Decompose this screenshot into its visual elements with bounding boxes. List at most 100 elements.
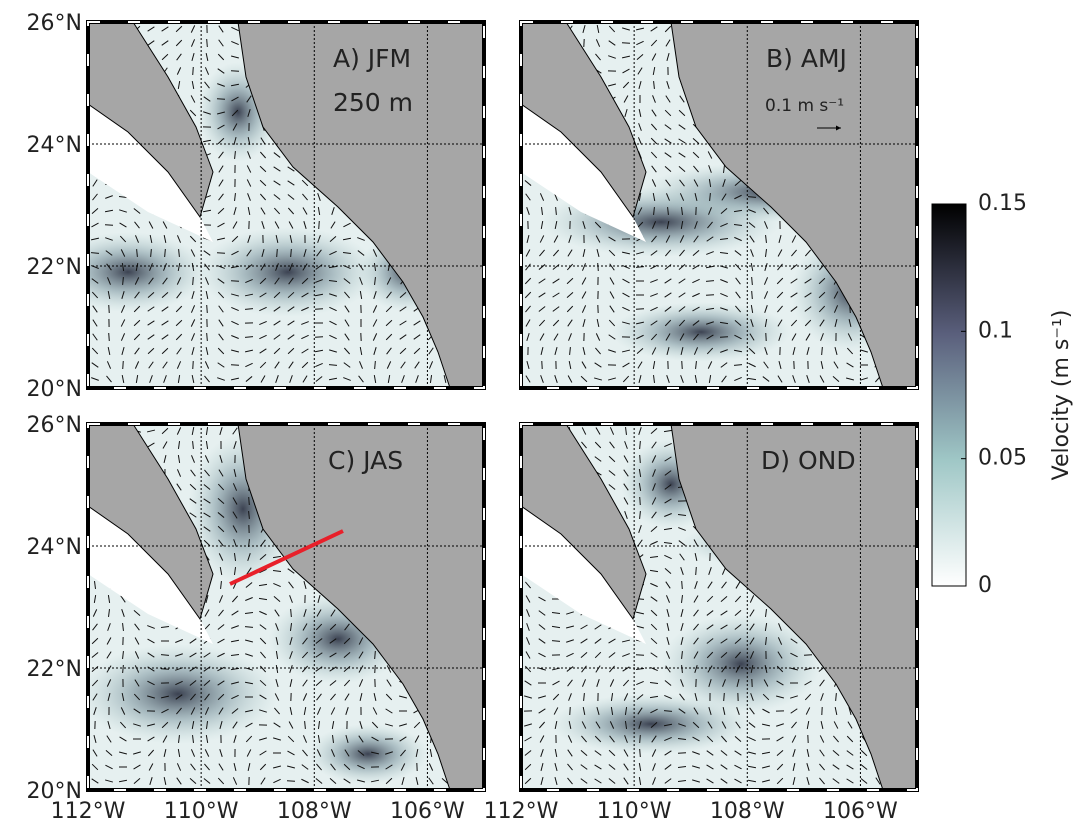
velocity-arrow [161,40,169,46]
velocity-arrow [374,650,376,660]
velocity-arrow [677,513,687,517]
velocity-arrow [538,596,546,602]
velocity-arrow [708,679,712,687]
velocity-arrow [735,305,741,313]
velocity-arrow [540,749,544,757]
velocity-arrow [272,555,282,559]
velocity-arrow [315,279,323,283]
velocity-arrow [694,692,698,702]
velocity-arrow [301,321,309,325]
velocity-arrow [162,441,168,449]
velocity-arrow [358,375,364,383]
velocity-arrow [260,651,266,659]
velocity-arrow [664,319,672,327]
velocity-arrow [91,637,99,645]
velocity-arrow [259,348,267,354]
velocity-arrow [708,207,712,215]
velocity-arrow [638,375,642,383]
velocity-arrow [177,80,181,90]
velocity-arrow [301,665,309,673]
velocity-arrow [594,221,602,229]
velocity-arrow [664,292,672,298]
velocity-arrow [358,665,364,673]
velocity-arrow [806,375,810,383]
velocity-arrow [385,708,393,714]
velocity-arrow [148,763,154,771]
velocity-arrow [399,306,407,312]
velocity-arrow [259,277,267,285]
land [237,424,484,790]
velocity-arrow [804,278,812,284]
velocity-arrow [664,498,672,504]
velocity-arrow [106,665,112,673]
velocity-arrow [176,427,182,435]
velocity-arrow [663,527,673,531]
velocity-arrow [846,778,854,784]
velocity-arrow [820,360,824,370]
velocity-arrow [650,26,658,32]
velocity-arrow [609,305,615,313]
velocity-arrow [119,721,127,729]
velocity-arrow [121,692,125,702]
velocity-arrow [748,209,756,213]
velocity-arrow [581,721,587,729]
velocity-arrow [695,566,697,576]
velocity-arrow [232,123,238,131]
velocity-arrow [693,651,699,659]
velocity-arrow [359,361,363,369]
velocity-arrow [694,374,698,384]
velocity-arrow [569,346,571,356]
velocity-arrow [343,679,351,687]
velocity-arrow [121,374,125,384]
velocity-arrow [750,262,754,272]
velocity-arrow [846,750,854,756]
velocity-arrow [385,693,393,701]
velocity-arrow [205,720,209,730]
velocity-arrow [385,723,393,727]
velocity-arrow [791,721,797,729]
velocity-arrow [287,347,295,355]
velocity-arrow [736,679,740,687]
land [521,22,647,219]
velocity-arrow [848,318,852,328]
velocity-arrow [609,277,615,285]
velocity-arrow [233,566,237,576]
velocity-arrow [539,235,545,243]
velocity-arrow [580,624,588,630]
lat-tick-label: 20°N [27,377,82,402]
velocity-arrow [231,96,239,102]
velocity-arrow [804,680,812,686]
velocity-arrow [678,292,686,298]
panel-frame-dash [520,423,918,791]
velocity-arrow [692,765,700,769]
velocity-arrow [204,263,210,271]
velocity-arrow [594,624,602,630]
lon-tick-label: 108°W [277,799,352,824]
velocity-arrow [651,497,657,505]
velocity-arrow [692,779,700,783]
velocity-arrow [720,208,728,214]
velocity-arrow [428,347,434,355]
velocity-arrow [639,748,641,758]
velocity-arrow [639,496,641,506]
velocity-arrow [203,679,211,687]
velocity-arrow [147,638,155,644]
velocity-arrow [636,54,644,60]
velocity-arrow [248,510,250,520]
velocity-arrow [231,306,239,312]
velocity-arrow [189,109,197,117]
velocity-arrow [651,53,657,61]
velocity-arrow [328,265,338,269]
velocity-arrow [649,569,659,573]
velocity-arrow [790,319,798,327]
velocity-arrow [566,611,574,615]
velocity-arrow [190,469,196,477]
velocity-arrow [765,234,767,244]
velocity-arrow [636,680,644,686]
velocity-arrow [664,165,672,173]
velocity-arrow [303,249,307,257]
velocity-arrow [330,749,336,757]
velocity-arrow [244,612,254,614]
velocity-arrow [778,235,782,243]
velocity-arrow [847,333,853,341]
